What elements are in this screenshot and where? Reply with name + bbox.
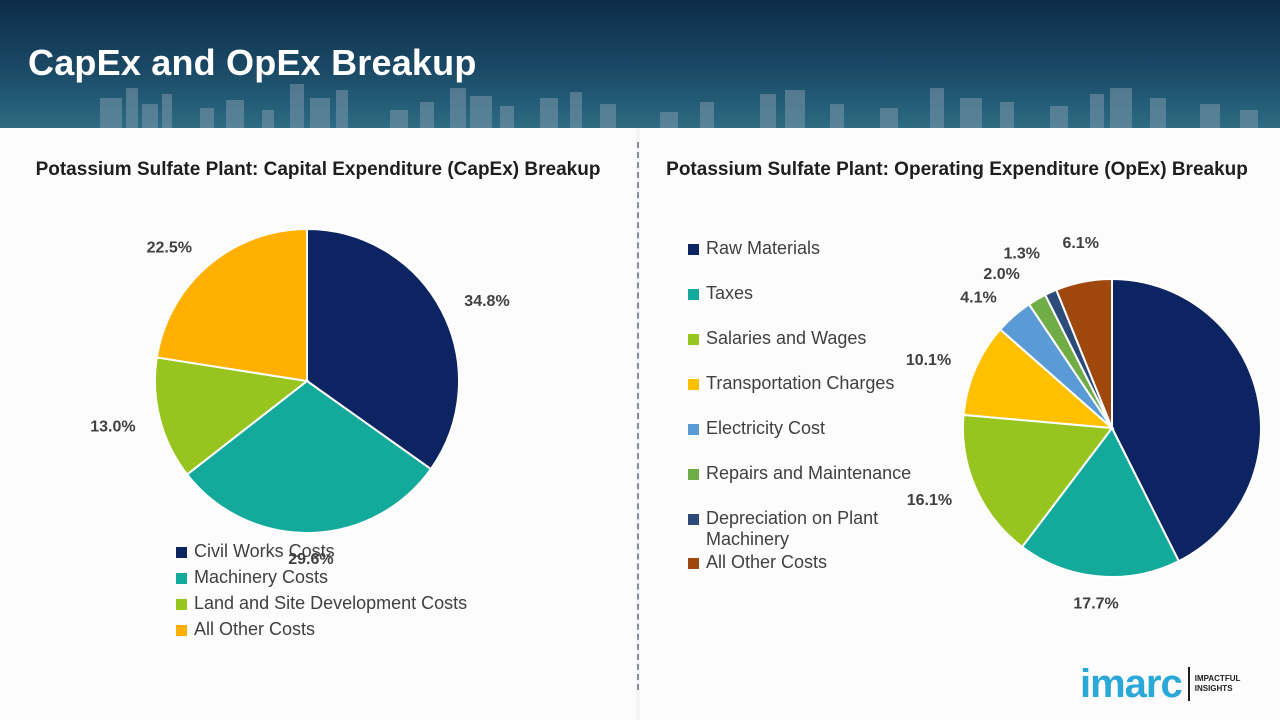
capex-legend: Civil Works Costs Machinery Costs Land and… [176, 541, 467, 645]
legend-swatch [688, 469, 699, 480]
capex-data-label-land-and-site-development-costs: 13.0% [90, 418, 135, 435]
imarc-logo: imarc IMPACTFUL INSIGHTS [1080, 664, 1255, 704]
opex-data-label-electricity-cost: 4.1% [960, 289, 996, 306]
legend-swatch [688, 334, 699, 345]
legend-label: Machinery Costs [194, 567, 329, 587]
logo-tagline: IMPACTFUL INSIGHTS [1194, 674, 1241, 693]
capex-legend-item: Civil Works Costs [176, 541, 467, 562]
capex-pie-chart: 34.8% 29.6% 13.0% 22.5% [90, 227, 510, 568]
capex-chart-title: Potassium Sulfate Plant: Capital Expendi… [35, 159, 601, 180]
legend-swatch [688, 244, 699, 255]
panel-divider [637, 142, 639, 690]
legend-swatch [176, 625, 187, 636]
header-banner [0, 0, 1280, 128]
capex-data-label-all-other-costs: 22.5% [147, 240, 192, 257]
legend-swatch [688, 379, 699, 390]
logo-wordmark: imarc [1080, 662, 1183, 706]
opex-legend-item: Salaries and Wages [688, 328, 938, 349]
legend-swatch [688, 424, 699, 435]
capex-slice-land-and-site-development-costs [154, 356, 310, 476]
legend-label: Depreciation on Plant Machinery [706, 508, 879, 549]
capex-data-label-civil-works-costs: 34.8% [464, 293, 509, 310]
legend-swatch [176, 573, 187, 584]
opex-data-label-taxes: 17.7% [1073, 595, 1118, 612]
legend-swatch [688, 514, 699, 525]
opex-legend-item: Taxes [688, 283, 938, 304]
legend-label: All Other Costs [706, 552, 828, 572]
opex-data-label-transportation-charges: 10.1% [906, 352, 951, 369]
legend-label: Salaries and Wages [706, 328, 867, 348]
opex-legend-item: Repairs and Maintenance [688, 463, 938, 484]
logo-separator [1187, 667, 1190, 701]
opex-legend: Raw Materials Taxes Salaries and Wages Tran… [688, 238, 938, 597]
opex-slice-all-other-costs [1054, 277, 1113, 429]
legend-label: Repairs and Maintenance [706, 463, 912, 483]
opex-data-label-depreciation-on-plant-machinery: 1.3% [1004, 246, 1040, 263]
capex-legend-item: Land and Site Development Costs [176, 593, 467, 614]
opex-slice-taxes [1020, 426, 1181, 578]
legend-label: Transportation Charges [706, 373, 895, 393]
legend-swatch [688, 558, 699, 569]
legend-label: Civil Works Costs [194, 541, 335, 561]
opex-legend-item: All Other Costs [688, 552, 938, 573]
legend-label: Land and Site Development Costs [194, 593, 468, 613]
legend-swatch [688, 289, 699, 300]
opex-data-label-all-other-costs: 6.1% [1062, 235, 1098, 252]
legend-label: Electricity Cost [706, 418, 826, 438]
legend-label: All Other Costs [194, 619, 316, 639]
legend-label: Raw Materials [706, 238, 821, 258]
opex-slice-salaries-and-wages [962, 413, 1114, 549]
opex-data-label-repairs-and-maintenance: 2.0% [983, 266, 1019, 283]
opex-legend-item: Electricity Cost [688, 418, 938, 439]
opex-legend-item: Transportation Charges [688, 373, 938, 394]
opex-chart-title: Potassium Sulfate Plant: Operating Expen… [666, 159, 1248, 180]
opex-slice-raw-materials [1111, 277, 1262, 563]
capex-slice-all-other-costs [155, 227, 308, 383]
capex-legend-item: Machinery Costs [176, 567, 467, 588]
capex-data-label-machinery-costs: 29.6% [288, 551, 333, 568]
opex-slice-transportation-charges [962, 328, 1115, 430]
legend-swatch [176, 547, 187, 558]
opex-legend-item: Depreciation on Plant Machinery [688, 508, 938, 550]
legend-swatch [176, 599, 187, 610]
opex-legend-item: Raw Materials [688, 238, 938, 259]
capex-legend-item: All Other Costs [176, 619, 467, 640]
capex-slice-civil-works-costs [306, 227, 460, 471]
capex-slice-machinery-costs [185, 379, 433, 534]
page-title: CapEx and OpEx Breakup [28, 42, 477, 83]
legend-label: Taxes [706, 283, 754, 303]
opex-data-label-salaries-and-wages: 16.1% [907, 492, 952, 509]
city-skyline-graphic [100, 84, 1258, 128]
